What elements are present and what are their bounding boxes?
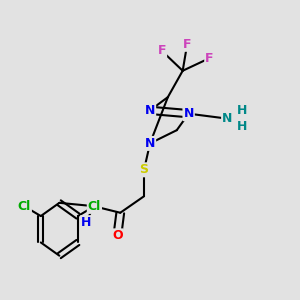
Text: F: F bbox=[205, 52, 214, 65]
Text: H: H bbox=[237, 104, 247, 117]
Text: Cl: Cl bbox=[88, 200, 101, 213]
Text: N: N bbox=[145, 104, 155, 117]
Text: H: H bbox=[81, 216, 91, 229]
Text: H: H bbox=[237, 120, 247, 134]
Text: F: F bbox=[183, 38, 191, 51]
Text: S: S bbox=[140, 163, 148, 176]
Text: N: N bbox=[222, 112, 232, 125]
Text: Cl: Cl bbox=[18, 200, 31, 213]
Text: N: N bbox=[184, 107, 194, 120]
Text: F: F bbox=[158, 44, 166, 57]
Text: N: N bbox=[88, 200, 99, 213]
Text: O: O bbox=[112, 230, 123, 242]
Text: N: N bbox=[145, 137, 155, 150]
